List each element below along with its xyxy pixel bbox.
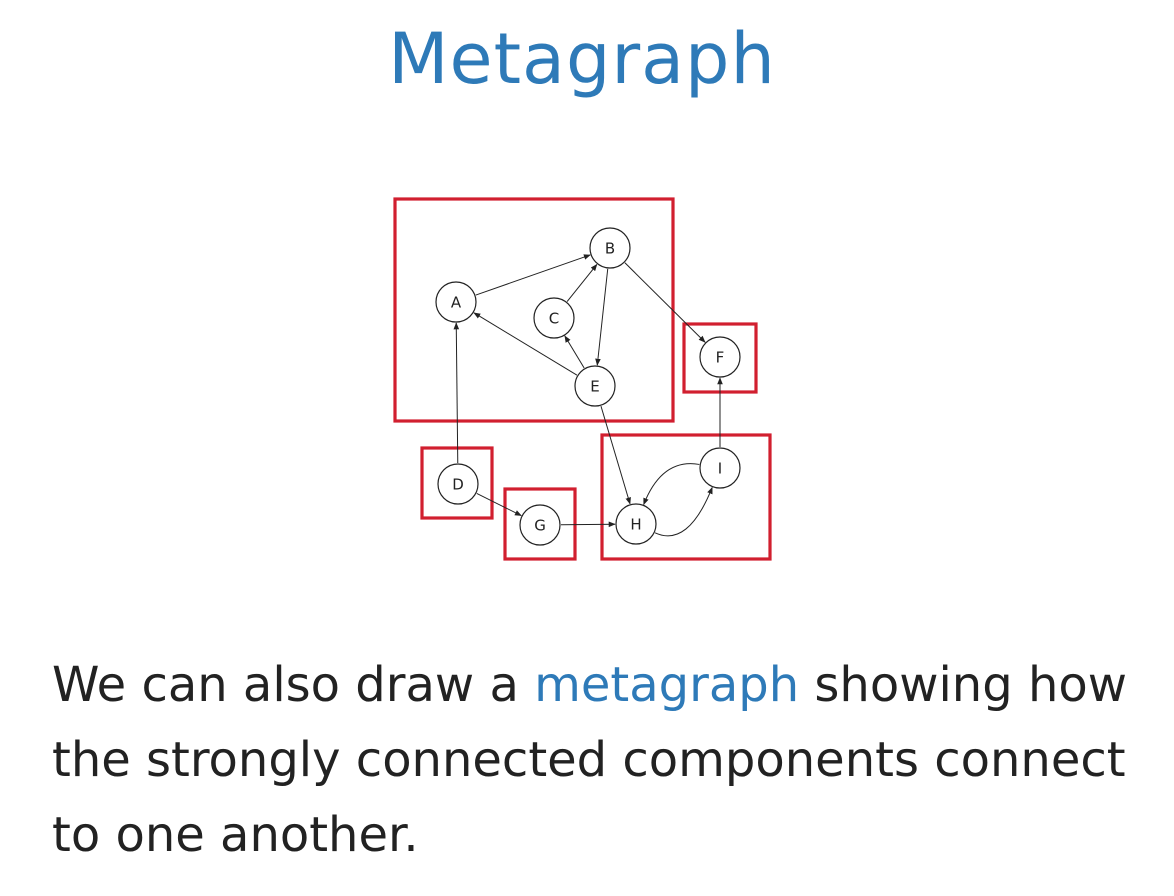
node-a: A	[435, 281, 477, 323]
node-label: H	[630, 516, 641, 534]
edge-g-to-h	[560, 521, 616, 528]
node-g: G	[519, 504, 561, 546]
edge-layer	[453, 254, 723, 537]
node-circle	[589, 227, 631, 269]
node-label: F	[716, 349, 725, 367]
node-circle	[574, 365, 616, 407]
node-circle	[519, 504, 561, 546]
node-label: E	[590, 378, 599, 396]
node-circle	[437, 463, 479, 505]
node-b: B	[589, 227, 631, 269]
node-e: E	[574, 365, 616, 407]
node-circle	[699, 447, 741, 489]
edge-b-to-f	[624, 262, 706, 343]
edge-a-to-b	[475, 254, 591, 296]
node-label: I	[718, 460, 722, 478]
node-circle	[615, 503, 657, 545]
node-c: C	[533, 297, 575, 339]
component-box-d	[420, 446, 494, 520]
edge-e-to-a	[473, 312, 578, 376]
node-h: H	[615, 503, 657, 545]
edge-d-to-a	[453, 322, 460, 464]
node-circle	[533, 297, 575, 339]
node-label: A	[451, 294, 462, 312]
node-d: D	[437, 463, 479, 505]
edge-e-to-c	[564, 335, 585, 369]
edge-d-to-g	[476, 492, 522, 517]
component-box-hi	[600, 433, 772, 561]
edge-c-to-b	[566, 263, 598, 302]
node-i: I	[699, 447, 741, 489]
component-box-abce	[393, 197, 675, 423]
node-circle	[435, 281, 477, 323]
node-layer: A B C D E F G H I	[435, 227, 741, 546]
body-text-after: showing how the strongly connected compo…	[52, 657, 1127, 863]
edge-e-to-h	[600, 405, 631, 505]
edge-i-to-h	[643, 463, 700, 506]
node-f: F	[699, 336, 741, 378]
metagraph-highlight: metagraph	[534, 657, 800, 713]
node-label: C	[549, 310, 559, 328]
node-circle	[699, 336, 741, 378]
edge-h-to-i	[654, 486, 713, 537]
node-label: B	[605, 240, 615, 258]
component-box-g	[503, 487, 577, 561]
node-label: D	[452, 476, 464, 494]
edge-b-to-e	[595, 268, 609, 366]
node-label: G	[534, 517, 546, 535]
slide-title: Metagraph	[388, 18, 776, 100]
body-text: We can also draw a metagraph showing how…	[52, 648, 1132, 873]
body-text-before: We can also draw a	[52, 657, 535, 713]
